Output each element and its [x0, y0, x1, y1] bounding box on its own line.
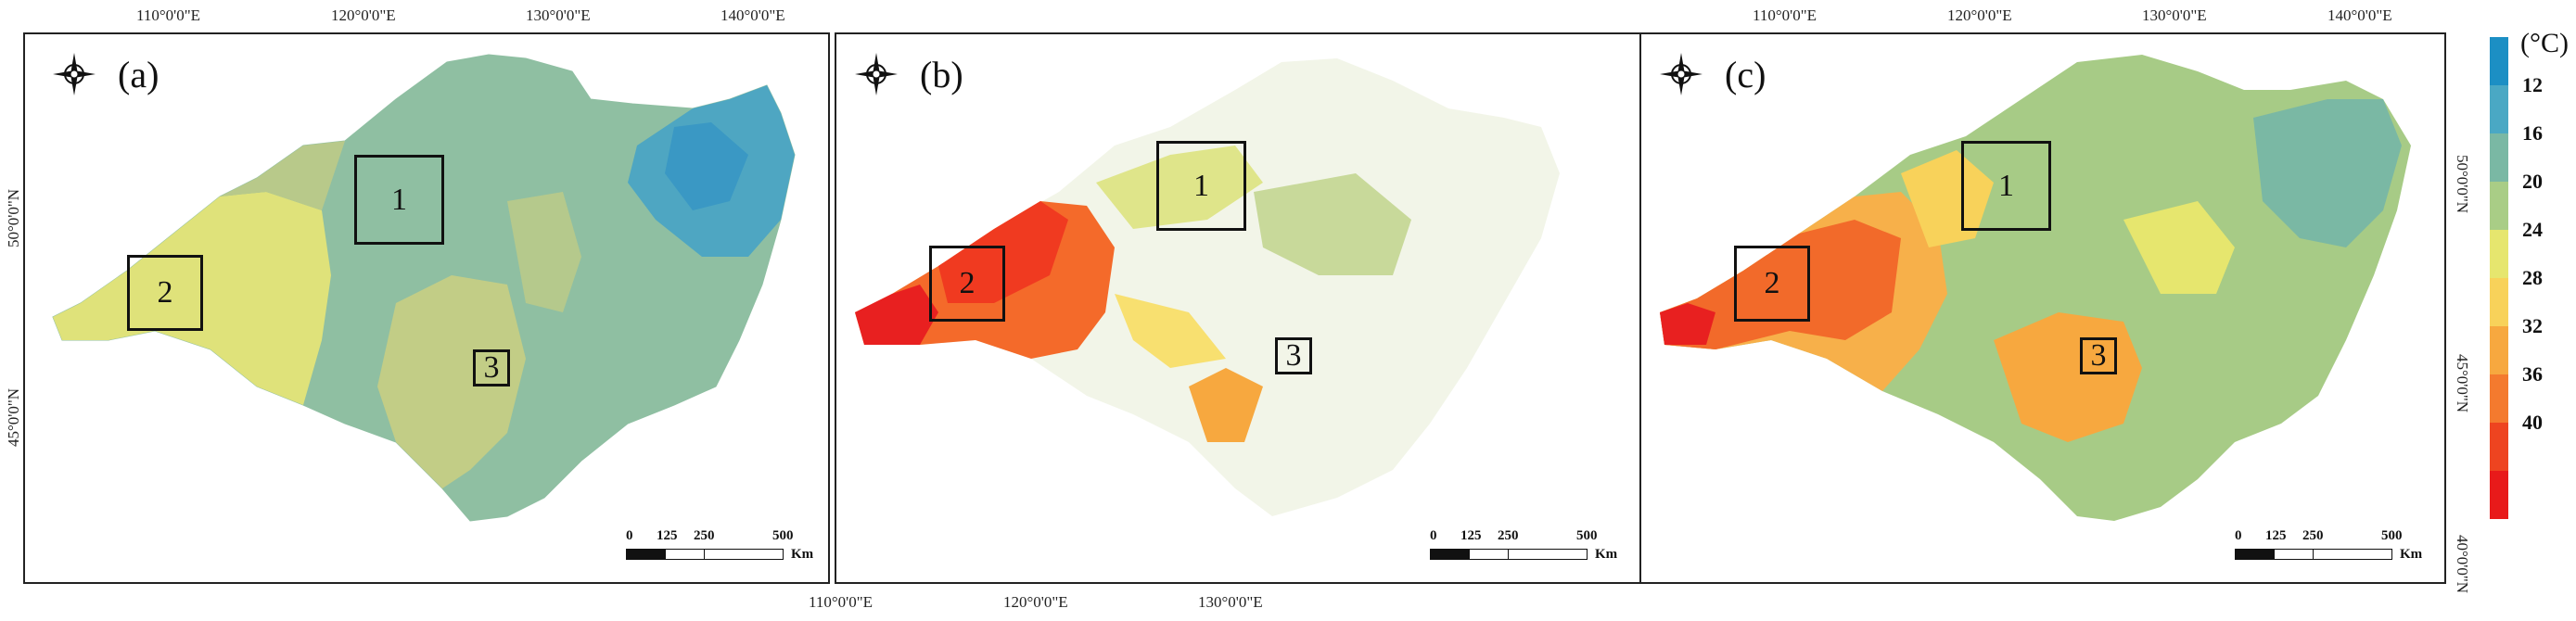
- scale-tick: 125: [1460, 528, 1482, 543]
- region-box-1: 1: [354, 155, 444, 245]
- top-tick: 140°0'0"E: [721, 6, 785, 24]
- scale-bar: 0 125 250 500 Km: [1430, 528, 1634, 565]
- scale-tick: 0: [626, 528, 633, 543]
- region-box-1: 1: [1961, 141, 2051, 231]
- top-tick: 130°0'0"E: [2142, 6, 2207, 24]
- legend-swatch: [2490, 278, 2508, 326]
- bottom-tick: 130°0'0"E: [1198, 593, 1263, 611]
- region-box-2: 2: [929, 246, 1005, 322]
- right-tick: 50°0'0"N: [2454, 155, 2471, 214]
- legend-tick-label: 24: [2522, 218, 2543, 241]
- top-tick: 130°0'0"E: [526, 6, 591, 24]
- legend-swatch: [2490, 471, 2508, 519]
- legend-swatch: [2490, 230, 2508, 278]
- bottom-tick: 110°0'0"E: [809, 593, 874, 611]
- scale-tick: 500: [2381, 528, 2403, 543]
- scale-tick: 250: [694, 528, 715, 543]
- panel-label: (c): [1725, 54, 1766, 95]
- legend-tick-label: 16: [2522, 121, 2543, 145]
- region-box-1: 1: [1156, 141, 1246, 231]
- scale-bar: 0 125 250 500 Km: [626, 528, 830, 565]
- scale-unit: Km: [2400, 547, 2423, 562]
- north-arrow-icon: [51, 51, 97, 102]
- legend-swatch: [2490, 182, 2508, 230]
- scale-unit: Km: [791, 547, 814, 562]
- region-box-3: 3: [1275, 337, 1312, 374]
- scale-tick: 0: [2235, 528, 2242, 543]
- scale-bar: 0 125 250 500 Km: [2235, 528, 2439, 565]
- north-arrow-icon: [853, 51, 899, 102]
- legend-swatch: [2490, 374, 2508, 423]
- panel-b: 110°0'0"E 120°0'0"E 130°0'0"E (b) 1 2 3 …: [809, 32, 1641, 611]
- top-tick: 110°0'0"E: [136, 6, 201, 24]
- top-tick: 120°0'0"E: [1947, 6, 2012, 24]
- legend-tick-label: 12: [2522, 73, 2543, 96]
- top-tick: 110°0'0"E: [1753, 6, 1817, 24]
- top-tick: 140°0'0"E: [2327, 6, 2392, 24]
- panel-label: (a): [118, 54, 159, 95]
- region-box-2: 2: [1734, 246, 1810, 322]
- scale-tick: 500: [1576, 528, 1598, 543]
- panel-label: (b): [920, 54, 963, 95]
- panel-a: 110°0'0"E 120°0'0"E 130°0'0"E 140°0'0"E …: [5, 6, 830, 584]
- legend-tick-label: 28: [2522, 266, 2543, 289]
- map-b: [855, 58, 1560, 516]
- scale-tick: 250: [1498, 528, 1519, 543]
- bottom-tick: 120°0'0"E: [1003, 593, 1068, 611]
- right-tick: 45°0'0"N: [2454, 354, 2471, 413]
- region-box-3: 3: [2080, 337, 2117, 374]
- scale-tick: 125: [657, 528, 678, 543]
- legend-swatch: [2490, 85, 2508, 133]
- north-arrow-icon: [1658, 51, 1704, 102]
- legend-tick-label: 20: [2522, 170, 2543, 193]
- legend-tick-label: 36: [2522, 362, 2543, 386]
- legend-tick-label: 32: [2522, 314, 2543, 337]
- right-tick: 40°0'0"N: [2454, 535, 2471, 594]
- region-box-3: 3: [473, 349, 510, 387]
- panel-c: 110°0'0"E 120°0'0"E 130°0'0"E 140°0'0"E …: [1639, 6, 2471, 593]
- legend-tick-label: 40: [2522, 411, 2543, 434]
- map-c: [1660, 55, 2411, 521]
- legend-swatch: [2490, 423, 2508, 471]
- scale-tick: 250: [2302, 528, 2324, 543]
- scale-tick: 125: [2265, 528, 2287, 543]
- legend-swatch: [2490, 326, 2508, 374]
- color-legend: [2490, 37, 2508, 519]
- scale-tick: 0: [1430, 528, 1437, 543]
- legend-swatch: [2490, 133, 2508, 182]
- legend-title: (°C): [2520, 28, 2569, 58]
- top-tick: 120°0'0"E: [331, 6, 396, 24]
- left-tick: 45°0'0"N: [5, 387, 22, 447]
- map-a: [52, 54, 796, 522]
- scale-unit: Km: [1595, 547, 1618, 562]
- legend-swatch: [2490, 37, 2508, 85]
- left-tick: 50°0'0"N: [5, 188, 22, 247]
- scale-tick: 500: [772, 528, 794, 543]
- region-box-2: 2: [127, 255, 203, 331]
